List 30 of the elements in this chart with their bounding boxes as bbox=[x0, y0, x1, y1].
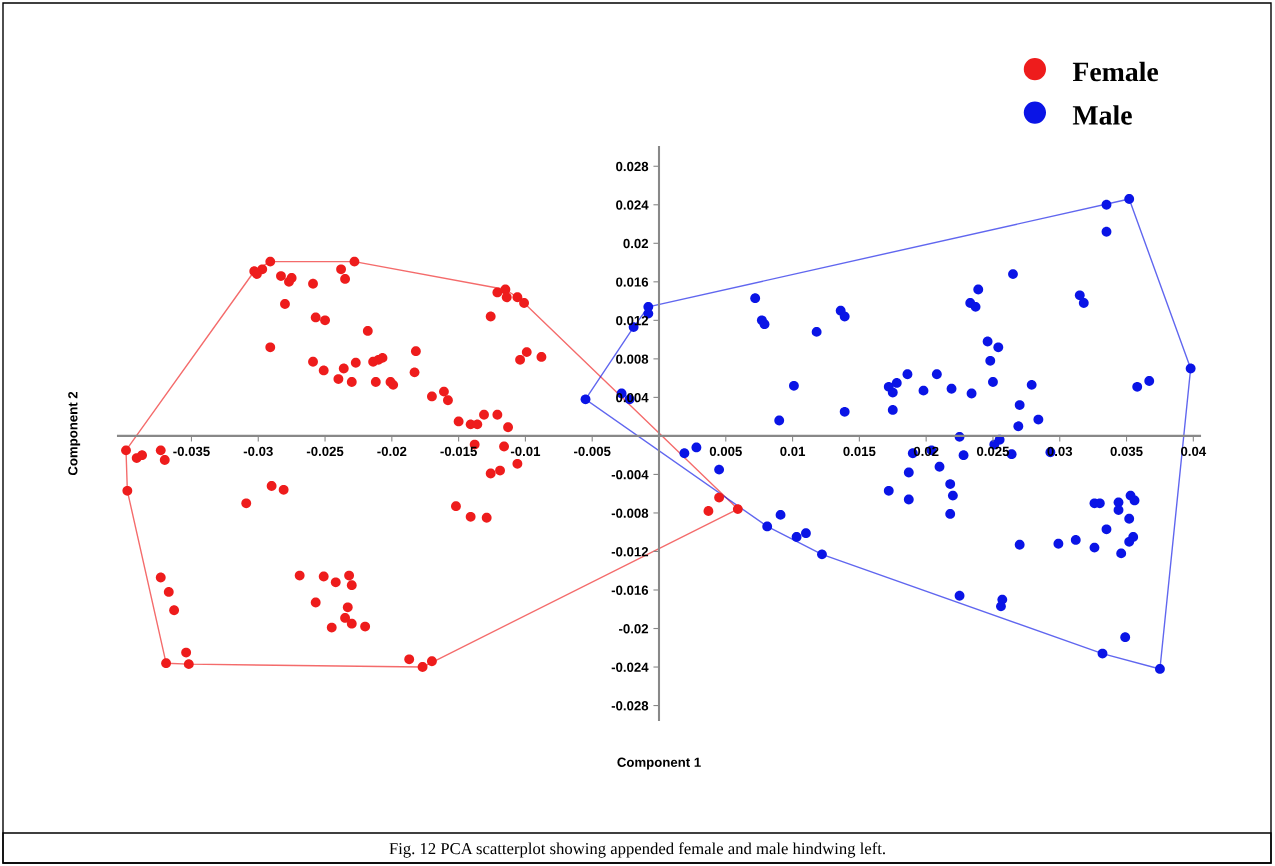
y-tick-label: 0.02 bbox=[623, 238, 649, 249]
x-tick-label: -0.03 bbox=[243, 446, 273, 457]
y-tick-label: 0.024 bbox=[616, 200, 649, 210]
x-tick-label: 0.025 bbox=[976, 446, 1010, 457]
x-tick-label: -0.02 bbox=[377, 446, 407, 457]
y-axis-title: Component 2 bbox=[68, 391, 81, 476]
x-tick-label: -0.015 bbox=[440, 446, 477, 457]
legend-label: Male bbox=[1072, 105, 1132, 125]
y-tick-label: -0.012 bbox=[611, 547, 649, 557]
y-tick-label: -0.024 bbox=[611, 662, 649, 672]
y-tick-label: -0.028 bbox=[611, 701, 649, 711]
caption: Fig. 12 PCA scatterplot showing appended female and male hindwing left. bbox=[389, 842, 885, 858]
y-tick-label: -0.008 bbox=[611, 508, 649, 518]
x-axis-title: Component 1 bbox=[617, 757, 701, 770]
x-tick-label: -0.005 bbox=[574, 446, 611, 457]
legend-label: Female bbox=[1072, 61, 1159, 82]
y-tick-label: 0.008 bbox=[616, 354, 649, 364]
x-tick-label: 0.005 bbox=[709, 446, 742, 457]
x-tick-label: -0.035 bbox=[173, 446, 210, 457]
x-tick-label: -0.01 bbox=[510, 446, 541, 457]
x-tick-label: 0.035 bbox=[1110, 446, 1143, 457]
x-tick-label: 0.01 bbox=[780, 446, 806, 457]
y-tick-label: -0.016 bbox=[611, 585, 649, 595]
y-tick-label: -0.004 bbox=[611, 470, 649, 480]
y-tick-label: 0.016 bbox=[616, 277, 649, 287]
y-tick-label: 0.028 bbox=[616, 161, 649, 172]
x-tick-label: 0.015 bbox=[843, 446, 876, 457]
x-tick-label: -0.025 bbox=[306, 446, 344, 457]
x-tick-label: 0.04 bbox=[1181, 446, 1207, 457]
y-tick-label: -0.02 bbox=[619, 624, 649, 634]
